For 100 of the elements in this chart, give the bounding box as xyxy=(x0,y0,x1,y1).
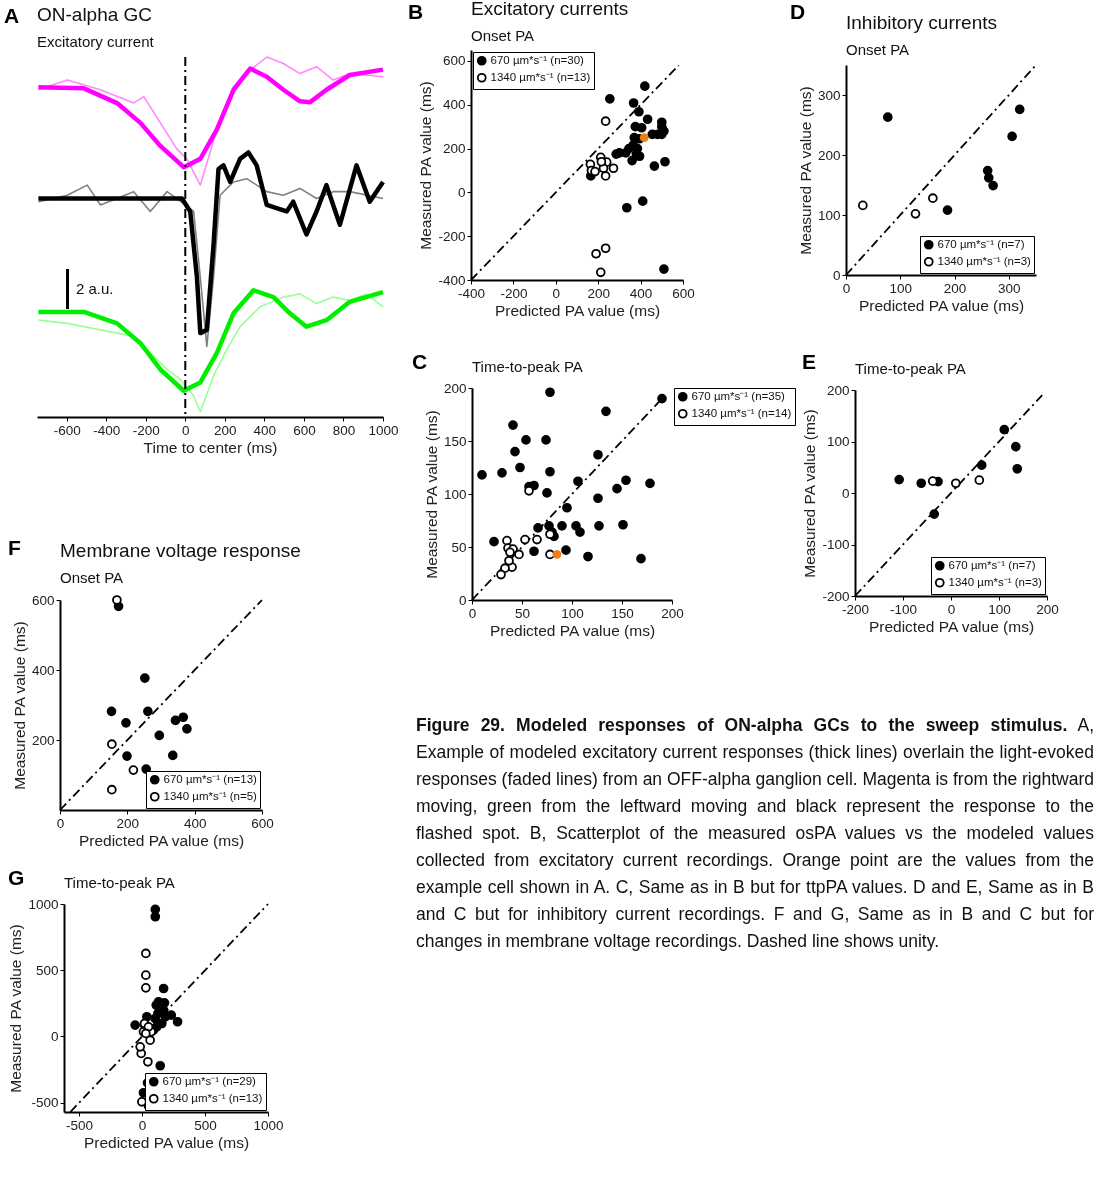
x-tick-label: 100 xyxy=(561,605,584,621)
y-tick-label: 50 xyxy=(451,539,467,555)
y-tick-label: 100 xyxy=(826,434,850,449)
y-tick-label: 0 xyxy=(457,184,466,200)
legend-label: 1340 µm*s⁻¹ (n=13) xyxy=(490,70,591,83)
x-tick-label: 100 xyxy=(889,280,913,296)
x-tick-label: 1000 xyxy=(368,422,399,438)
x-tick-label: 200 xyxy=(116,815,140,831)
x-axis-title: Predicted PA value (ms) xyxy=(83,1134,250,1151)
y-tick-label: 300 xyxy=(817,87,841,103)
chart-subtitle: Onset PA xyxy=(471,27,535,44)
annotation: 2 a.u. xyxy=(76,280,114,297)
x-tick-label: 200 xyxy=(214,422,237,438)
y-tick-label: -200 xyxy=(438,228,466,244)
text: G xyxy=(8,866,25,890)
y-tick-label: 200 xyxy=(31,732,55,748)
y-axis-title: Measured PA value (ms) xyxy=(801,409,819,578)
x-tick-label: -100 xyxy=(889,601,918,617)
text: F xyxy=(8,536,21,560)
y-axis-title: Measured PA value (ms) xyxy=(7,924,25,1093)
y-tick-label: 600 xyxy=(442,53,466,69)
x-tick-label: -600 xyxy=(53,422,81,438)
y-tick-label: 1000 xyxy=(28,896,59,912)
chart-title: ON-alpha GC xyxy=(37,4,153,25)
chart-title: Time-to-peak PA xyxy=(855,360,966,377)
y-tick-label: -500 xyxy=(31,1095,59,1111)
y-tick-label: 200 xyxy=(817,147,841,163)
x-tick-label: -200 xyxy=(132,422,160,438)
legend-label: 1340 µm*s⁻¹ (n=3) xyxy=(948,575,1043,588)
text: B xyxy=(408,0,424,24)
text: A xyxy=(4,4,20,28)
chart-subtitle: Excitatory current xyxy=(37,33,155,50)
x-tick-label: 200 xyxy=(587,285,610,301)
chart-subtitle: Onset PA xyxy=(846,41,910,59)
x-tick-label: 800 xyxy=(332,422,356,438)
x-tick-label: -200 xyxy=(500,285,528,301)
chart-title: Membrane voltage response xyxy=(60,540,301,562)
y-tick-label: 150 xyxy=(443,433,467,449)
legend-label: 670 µm*s⁻¹ (n=7) xyxy=(948,558,1036,571)
chart-title: Time-to-peak PA xyxy=(64,874,175,891)
y-tick-label: 500 xyxy=(35,962,59,978)
x-tick-label: 0 xyxy=(182,422,190,438)
legend-label: 670 µm*s⁻¹ (n=30) xyxy=(490,53,585,66)
y-axis-title: Measured PA value (ms) xyxy=(10,621,28,790)
legend-label: 670 µm*s⁻¹ (n=13) xyxy=(163,772,258,785)
x-tick-label: 100 xyxy=(988,601,1011,617)
x-tick-label: 0 xyxy=(138,1117,147,1133)
text: C xyxy=(412,350,428,374)
text: E xyxy=(802,350,817,374)
x-axis-title: Predicted PA value (ms) xyxy=(489,622,656,639)
x-tick-label: 600 xyxy=(293,422,316,438)
x-tick-label: -500 xyxy=(66,1117,94,1133)
text: D xyxy=(790,0,806,24)
x-tick-label: 0 xyxy=(947,601,956,617)
x-axis-title: Predicted PA value (ms) xyxy=(494,302,661,319)
x-tick-label: 1000 xyxy=(253,1117,284,1133)
y-axis-title: Measured PA value (ms) xyxy=(422,410,440,579)
y-tick-label: 400 xyxy=(31,662,55,678)
x-tick-label: 400 xyxy=(629,285,653,301)
legend-label: 1340 µm*s⁻¹ (n=5) xyxy=(163,789,258,802)
legend-label: 670 µm*s⁻¹ (n=29) xyxy=(162,1074,257,1087)
y-axis-title: Measured PA value (ms) xyxy=(796,86,814,255)
x-tick-label: 50 xyxy=(514,605,531,621)
x-axis-title: Predicted PA value (ms) xyxy=(78,832,245,849)
x-tick-label: 200 xyxy=(1036,601,1059,617)
y-axis-title: Measured PA value (ms) xyxy=(417,81,435,250)
y-tick-label: -200 xyxy=(822,588,850,604)
x-tick-label: 400 xyxy=(183,815,207,831)
x-tick-label: 300 xyxy=(998,280,1021,296)
y-tick-label: 0 xyxy=(50,1028,59,1044)
y-tick-label: 100 xyxy=(443,486,467,502)
legend-label: 670 µm*s⁻¹ (n=35) xyxy=(691,389,786,402)
x-tick-label: 600 xyxy=(251,815,274,831)
y-tick-label: 200 xyxy=(442,141,466,157)
x-axis-title: Predicted PA value (ms) xyxy=(858,297,1025,314)
x-tick-label: 500 xyxy=(194,1117,217,1133)
chart-subtitle: Onset PA xyxy=(60,569,124,587)
text: Figure 29. Modeled responses of ON-alpha GCs to the sweep stimulus. xyxy=(416,715,1068,735)
x-tick-label: 0 xyxy=(552,285,561,301)
x-tick-label: 400 xyxy=(253,422,277,438)
x-tick-label: 200 xyxy=(943,280,967,296)
x-tick-label: 0 xyxy=(468,605,477,621)
x-axis-title: Predicted PA value (ms) xyxy=(868,618,1035,635)
y-tick-label: 200 xyxy=(443,380,467,396)
chart-title: Excitatory currents xyxy=(471,0,629,19)
chart-title: Inhibitory currents xyxy=(846,12,998,34)
x-tick-label: 600 xyxy=(672,285,695,301)
y-tick-label: 400 xyxy=(442,97,466,113)
y-tick-label: -100 xyxy=(822,537,850,552)
legend-label: 1340 µm*s⁻¹ (n=3) xyxy=(937,254,1032,267)
x-tick-label: 200 xyxy=(661,605,684,621)
x-tick-label: -400 xyxy=(93,422,121,438)
chart-title: Time-to-peak PA xyxy=(472,358,583,375)
x-axis-title: Time to center (ms) xyxy=(143,439,278,456)
y-tick-label: 0 xyxy=(832,267,841,283)
legend-label: 1340 µm*s⁻¹ (n=14) xyxy=(691,406,792,419)
y-tick-label: 0 xyxy=(841,485,850,501)
legend-label: 670 µm*s⁻¹ (n=7) xyxy=(937,237,1025,250)
y-tick-label: 100 xyxy=(817,207,841,223)
y-tick-label: 200 xyxy=(826,382,850,398)
